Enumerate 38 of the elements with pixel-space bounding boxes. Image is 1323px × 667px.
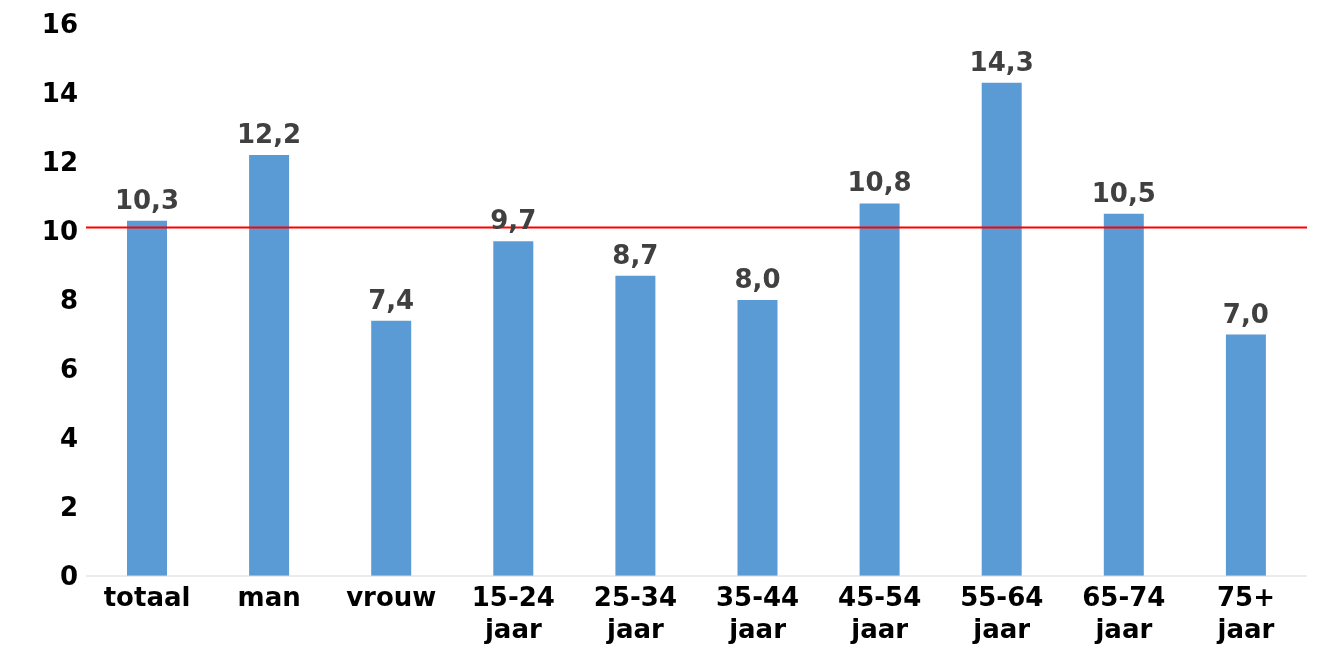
bar [737, 300, 778, 576]
x-tick-label: 75+ jaar [1216, 582, 1275, 644]
x-tick-label: 15-24 jaar [471, 582, 555, 644]
y-tick-label: 2 [59, 492, 78, 523]
data-label: 8,0 [734, 264, 781, 294]
y-tick-label: 12 [41, 147, 78, 178]
x-tick-label: totaal [103, 582, 191, 612]
bar [371, 320, 412, 576]
x-tick-label: 55-64 jaar [960, 582, 1044, 644]
x-tick-label: vrouw [346, 582, 437, 612]
bar [1225, 334, 1266, 576]
x-tick-label: man [237, 582, 301, 612]
data-label: 10,8 [847, 167, 912, 198]
bar [493, 241, 534, 576]
data-label: 12,2 [237, 119, 302, 150]
data-label: 10,3 [114, 184, 180, 215]
x-tick-label: 65-74 jaar [1082, 582, 1166, 644]
y-tick-label: 8 [59, 285, 78, 316]
y-tick-label: 14 [41, 78, 78, 109]
y-tick-label: 0 [59, 561, 78, 592]
data-label: 8,7 [612, 239, 659, 270]
data-label: 10,5 [1091, 177, 1156, 208]
bar [1103, 213, 1144, 576]
data-label: 7,4 [368, 284, 415, 315]
bar [127, 220, 167, 576]
bar [615, 275, 656, 576]
x-tick-label: 25-34 jaar [593, 582, 678, 644]
x-tick-label: 45-54 jaar [838, 582, 922, 644]
data-label: 7,0 [1222, 298, 1269, 329]
y-tick-label: 4 [59, 423, 78, 454]
y-tick-label: 16 [41, 9, 78, 40]
bar [859, 203, 900, 576]
bar [249, 155, 290, 576]
x-tick-label: 35-44 jaar [715, 582, 800, 644]
bar [981, 82, 1022, 576]
y-tick-label: 6 [59, 354, 78, 385]
y-tick-label: 10 [41, 216, 78, 247]
data-label: 14,3 [969, 46, 1034, 77]
